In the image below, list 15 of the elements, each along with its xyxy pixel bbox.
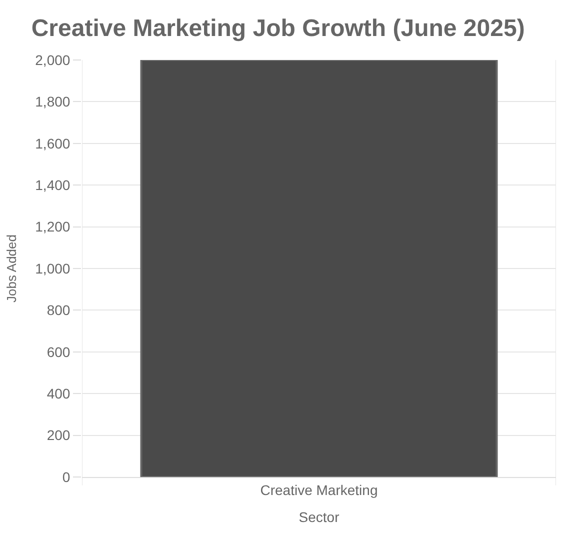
y-tick-label: 1,600 [35,135,70,152]
y-tick-label: 1,800 [35,94,70,110]
y-tick-label: 1,000 [35,260,70,276]
x-axis-title: Sector [298,509,340,526]
x-tick-label: Creative Marketing [260,482,378,498]
y-tick-label: 200 [46,427,70,444]
y-tick-label: 400 [46,386,70,402]
y-axis-title: Jobs Added [4,234,20,302]
y-tick-label: 600 [46,344,70,360]
y-tick-label: 800 [46,302,70,318]
y-tick-label: 2,000 [35,52,70,68]
y-tick-label: 1,200 [35,218,70,235]
chart-title: Creative Marketing Job Growth (June 2025) [31,14,525,42]
y-tick-label: 1,400 [35,177,70,193]
y-tick-label: 0 [62,468,70,485]
